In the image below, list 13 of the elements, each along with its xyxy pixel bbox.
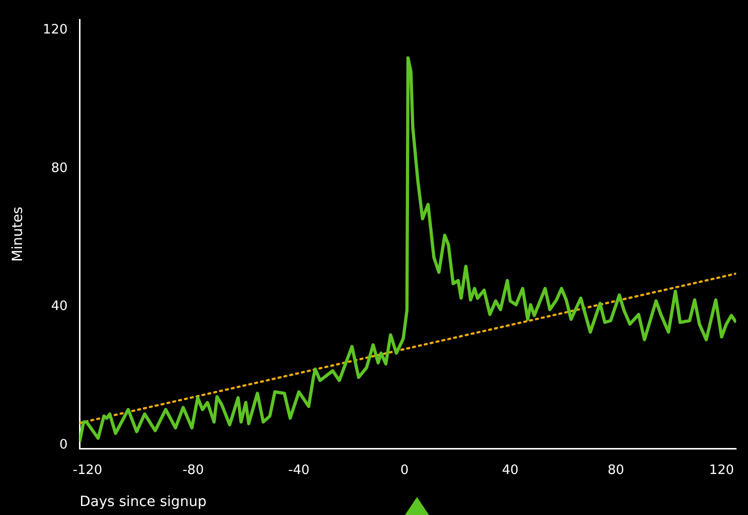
x-tick-label: -80 — [182, 462, 204, 478]
y-tick-label: 120 — [42, 22, 68, 38]
y-tick-label: 80 — [51, 160, 68, 176]
x-tick-label: 0 — [400, 462, 409, 478]
x-tick-label: 80 — [608, 462, 624, 478]
y-tick-label: 40 — [51, 299, 68, 314]
x-tick-label: 120 — [709, 462, 734, 478]
x-tick-label: -40 — [288, 462, 310, 478]
y-tick-label: 0 — [59, 438, 68, 453]
x-tick-label: -120 — [72, 462, 102, 478]
y-axis-title: Minutes — [10, 206, 26, 262]
x-tick-label: 40 — [502, 462, 519, 478]
x-axis-title: Days since signup — [80, 494, 207, 510]
